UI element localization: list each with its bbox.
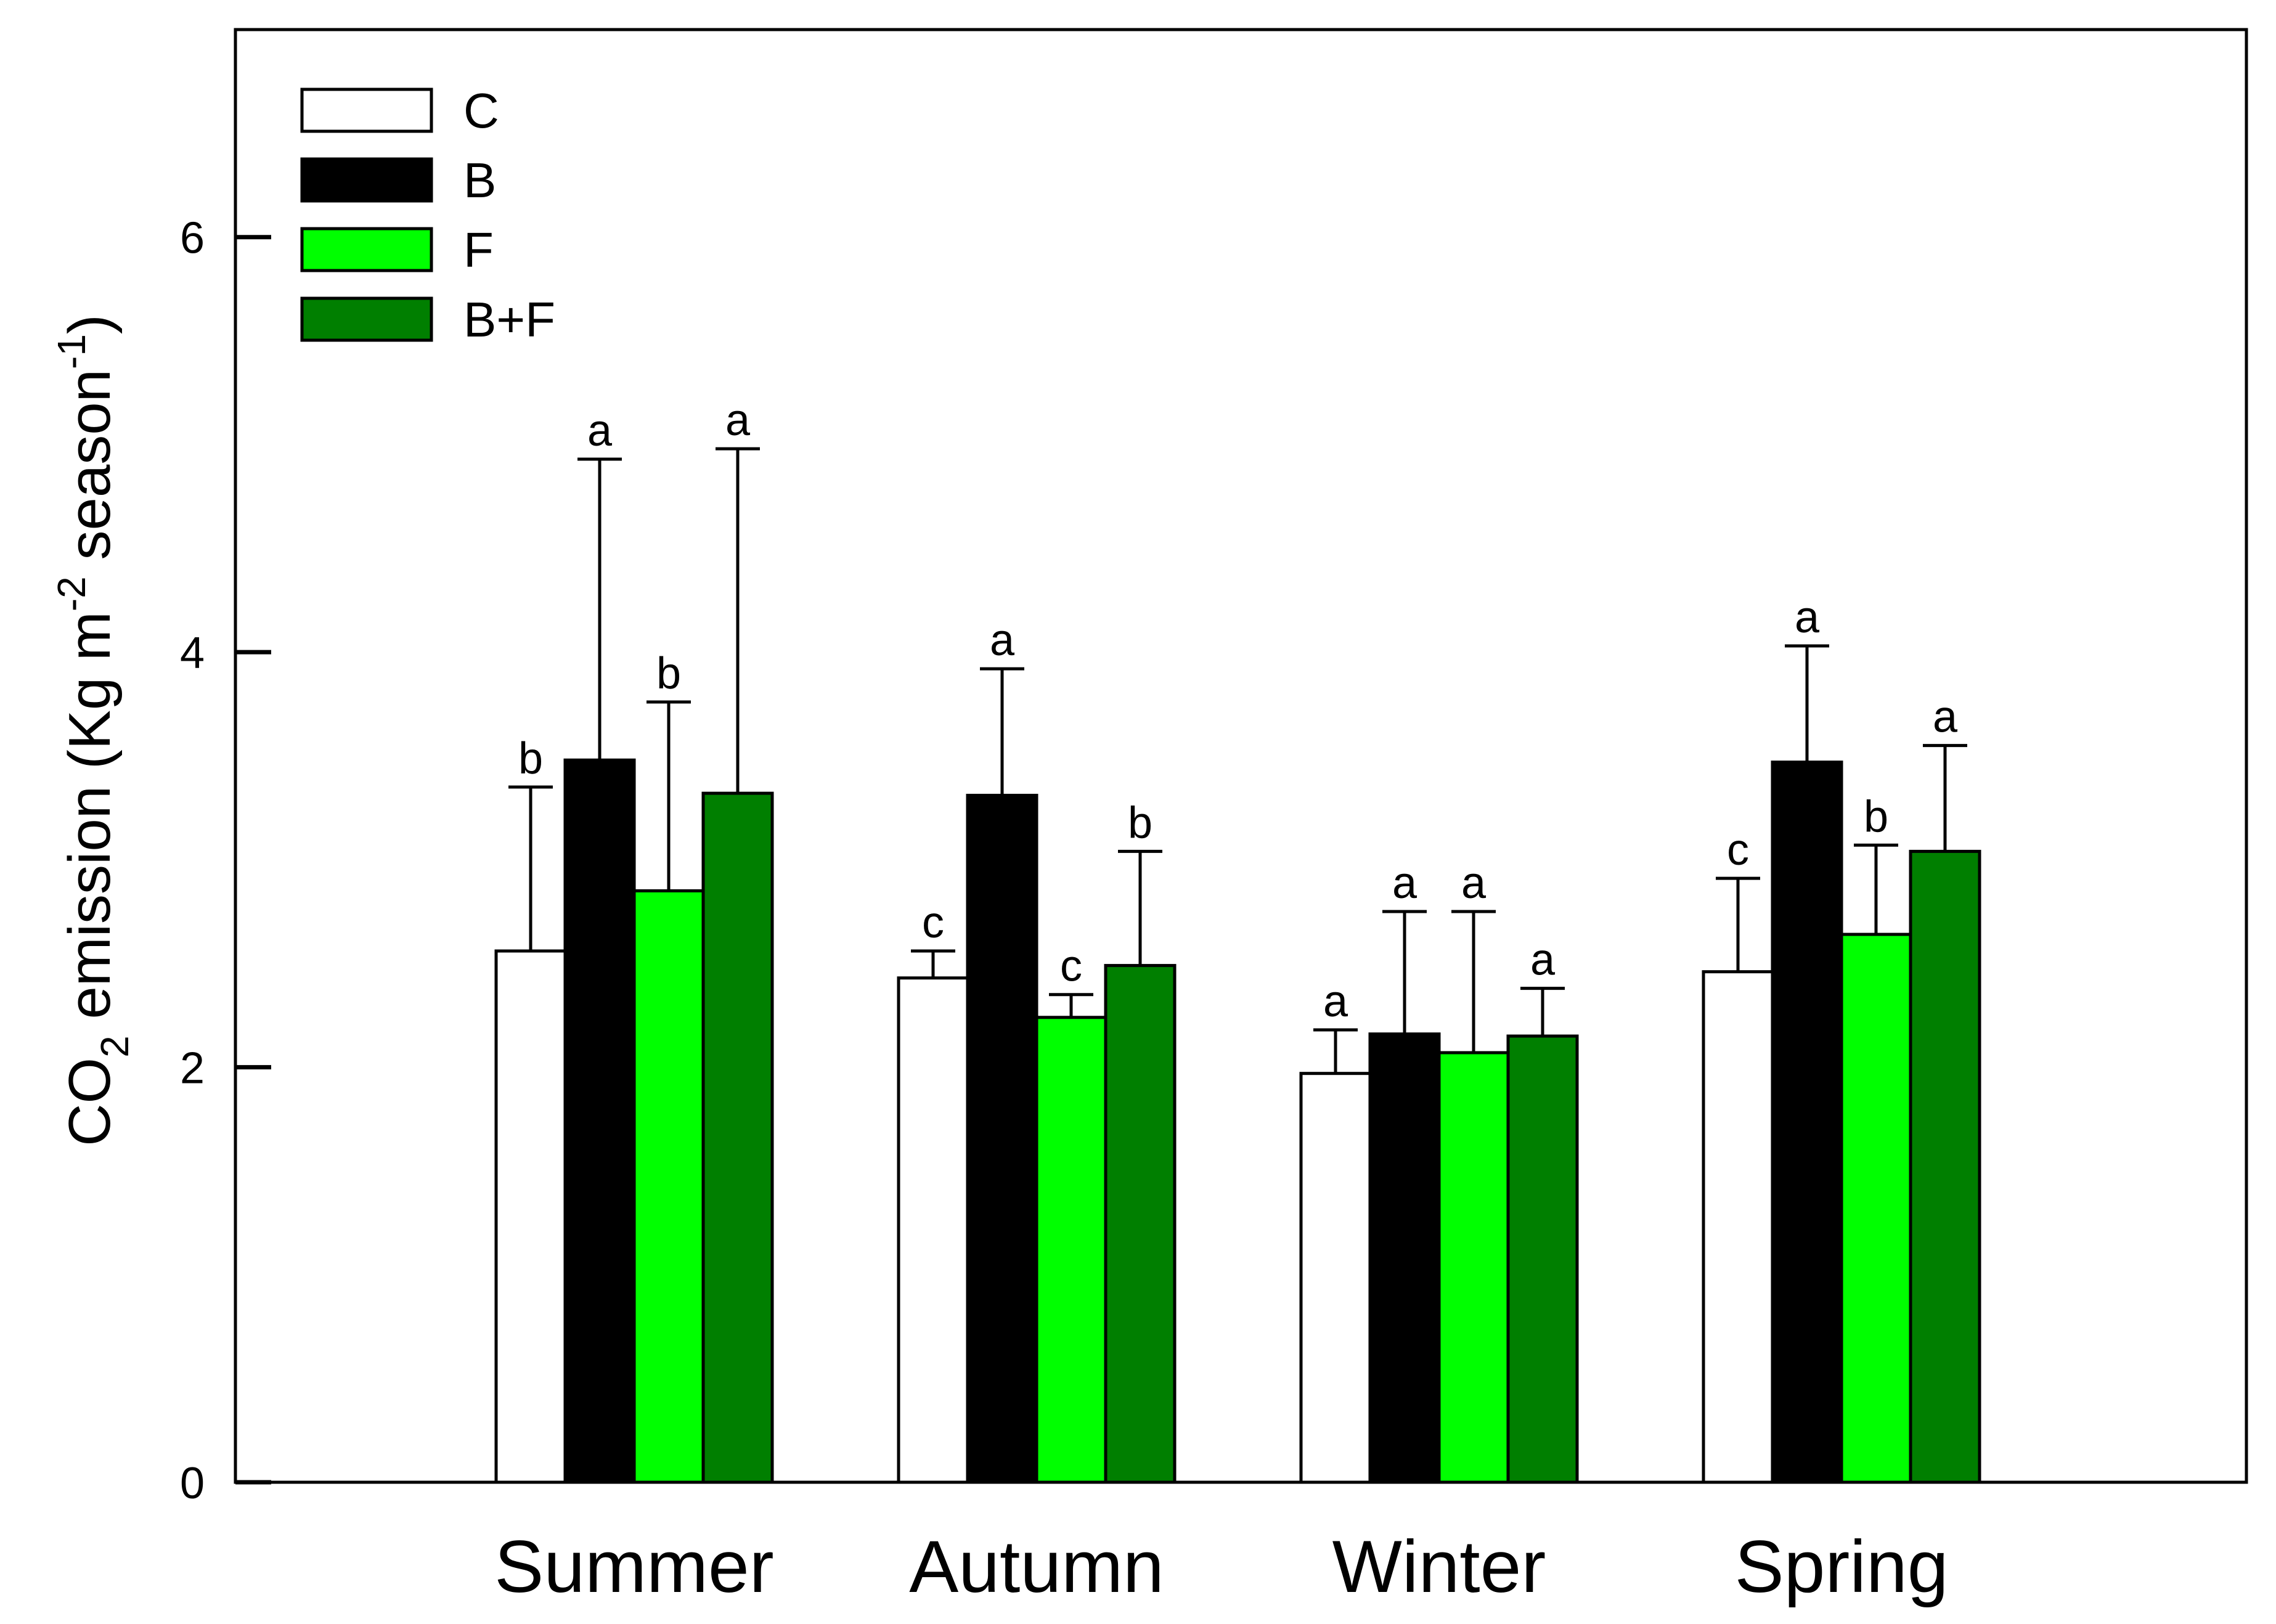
legend-label-f: F xyxy=(463,222,494,277)
significance-letter-c-autumn: c xyxy=(922,898,944,947)
bar-b-autumn xyxy=(966,793,1038,1484)
bar-group-spring: c a b a xyxy=(1702,593,1981,1484)
y-tick-label-0: 0 xyxy=(180,1459,205,1508)
y-axis-label-part: 2 xyxy=(92,1035,137,1058)
y-axis-label-part: season xyxy=(57,369,123,576)
bar-c-summer xyxy=(494,949,567,1484)
bar-bf-autumn xyxy=(1104,964,1177,1484)
significance-letter-f-spring: b xyxy=(1864,792,1888,841)
y-axis-label-part: emission (Kg m xyxy=(57,611,123,1035)
y-axis-label-part: ) xyxy=(57,314,123,334)
bar-f-autumn xyxy=(1035,1016,1107,1484)
bar-f-summer xyxy=(632,889,705,1484)
significance-letter-f-autumn: c xyxy=(1060,942,1082,991)
bar-f-spring xyxy=(1840,932,1912,1484)
plot-frame xyxy=(234,28,2248,1484)
significance-letter-c-spring: c xyxy=(1727,825,1749,875)
bar-group-winter: aa aa xyxy=(1299,859,1579,1484)
x-tick-label-winter: Winter xyxy=(1332,1525,1546,1608)
y-tick-label-4: 4 xyxy=(180,629,205,678)
legend: CBF B+F xyxy=(300,83,555,347)
bar-c-autumn xyxy=(897,976,969,1484)
significance-letter-c-summer: b xyxy=(518,734,543,783)
bar-b-spring xyxy=(1771,761,1843,1484)
legend-swatch-c xyxy=(300,88,433,133)
significance-letter-c-winter: a xyxy=(1323,977,1348,1026)
y-axis-label-part: CO xyxy=(57,1058,123,1146)
y-tick-label-6: 6 xyxy=(180,214,205,263)
y-axis-label-part: -2 xyxy=(49,576,94,611)
legend-swatch-f xyxy=(300,227,433,272)
x-tick-label-spring: Spring xyxy=(1735,1525,1949,1608)
significance-letter-bf-winter: a xyxy=(1530,936,1556,985)
significance-letter-bf-spring: a xyxy=(1933,693,1958,742)
y-axis-label-part: -1 xyxy=(49,334,94,369)
significance-letter-b-spring: a xyxy=(1795,593,1820,642)
bar-group-summer: b a b a xyxy=(494,396,774,1484)
bar-b-summer xyxy=(563,758,636,1484)
significance-letter-b-summer: a xyxy=(587,406,613,455)
bar-c-winter xyxy=(1299,1072,1372,1484)
bar-bf-summer xyxy=(701,791,774,1484)
significance-letter-bf-autumn: b xyxy=(1128,798,1152,847)
y-tick-label-2: 2 xyxy=(180,1044,205,1093)
bar-bf-spring xyxy=(1909,849,1981,1484)
legend-label-b: B xyxy=(463,153,496,208)
bar-f-winter xyxy=(1437,1051,1510,1484)
bar-group-autumn: c a c b xyxy=(897,616,1177,1484)
significance-letter-f-winter: a xyxy=(1461,859,1487,908)
x-tick-label-autumn: Autumn xyxy=(909,1525,1164,1608)
significance-letter-bf-summer: a xyxy=(725,396,751,445)
legend-label-bf: B+F xyxy=(463,292,555,347)
legend-swatch-bf xyxy=(300,296,433,342)
bar-c-spring xyxy=(1702,970,1774,1484)
significance-letter-f-summer: b xyxy=(656,649,681,698)
legend-swatch-b xyxy=(300,157,433,203)
significance-letter-b-autumn: a xyxy=(990,616,1015,665)
bar-bf-winter xyxy=(1506,1034,1579,1484)
significance-letter-b-winter: a xyxy=(1392,859,1417,908)
y-axis-label: CO2 emission (Kg m-2 season-1) xyxy=(49,314,137,1146)
x-tick-label-summer: Summer xyxy=(494,1525,773,1608)
legend-label-c: C xyxy=(463,83,499,138)
bar-b-winter xyxy=(1368,1032,1441,1484)
